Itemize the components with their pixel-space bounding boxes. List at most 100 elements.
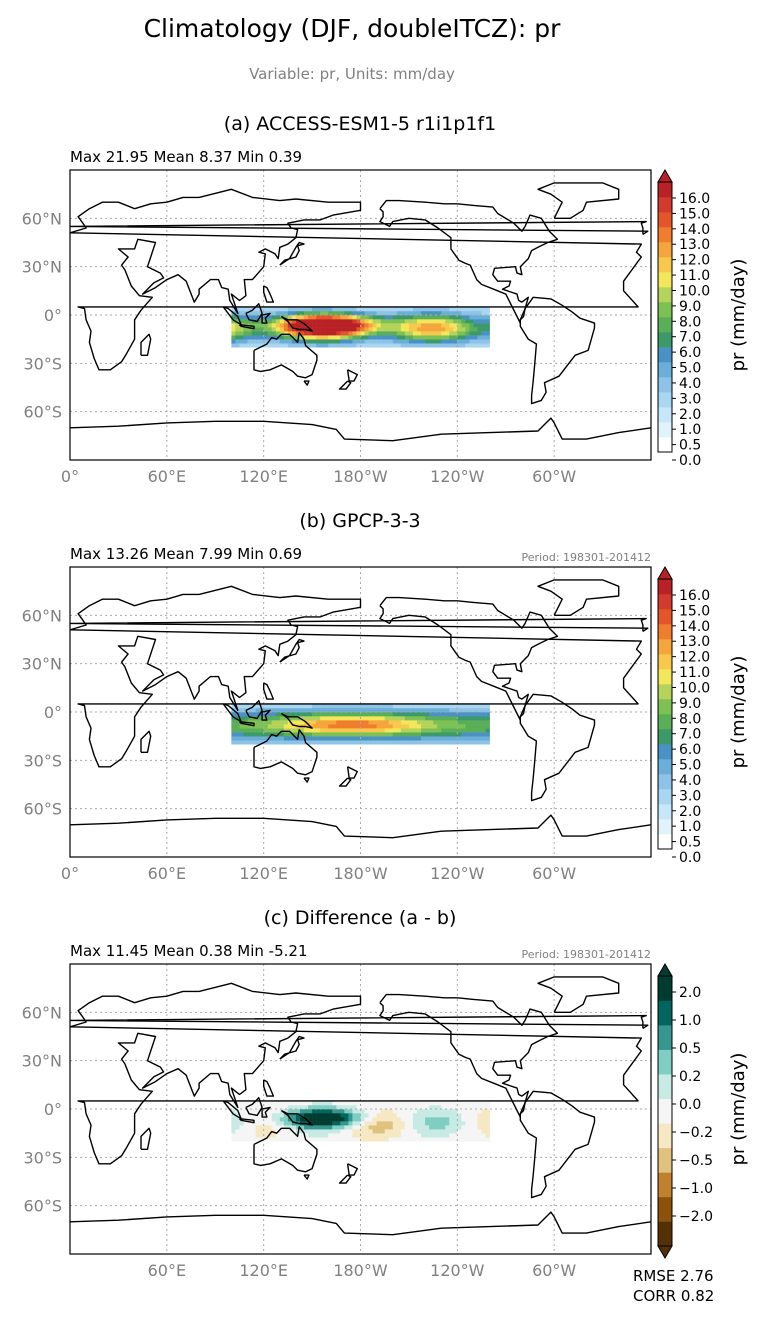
field-cell [340, 1104, 345, 1110]
field-cell [360, 736, 365, 741]
field-cell [485, 310, 490, 316]
field-cell [388, 736, 394, 741]
field-cell [449, 1100, 454, 1106]
y-tick-label: 60°N [22, 606, 62, 625]
field-cell [473, 335, 478, 340]
field-cell [457, 720, 462, 725]
field-cell [312, 707, 317, 713]
field-cell [449, 703, 454, 709]
field-cell [247, 331, 252, 336]
field-cell [320, 1137, 325, 1142]
field-cell [308, 703, 313, 709]
field-cell [412, 740, 418, 745]
field-cell [251, 335, 256, 340]
field-cell [380, 1113, 385, 1118]
field-cell [340, 720, 345, 725]
field-cell [348, 1100, 353, 1106]
field-cell [332, 720, 337, 725]
field-cell [340, 724, 345, 729]
field-cell [380, 740, 385, 745]
field-cell [453, 1113, 458, 1118]
field-cell [263, 323, 268, 328]
field-cell [485, 319, 490, 324]
field-cell [348, 703, 353, 709]
field-cell [271, 343, 277, 348]
field-cell [477, 306, 482, 312]
field-cell [267, 1117, 273, 1122]
field-cell [328, 339, 333, 344]
field-cell [481, 732, 486, 737]
coastline [303, 777, 310, 783]
field-cell [275, 707, 281, 713]
field-cell [429, 1104, 434, 1110]
field-cell [384, 315, 390, 320]
field-cell [368, 1137, 373, 1142]
field-cell [271, 728, 277, 733]
field-cell [231, 331, 236, 336]
field-cell [291, 712, 297, 717]
coastline [140, 333, 152, 356]
coastline [245, 303, 263, 323]
coastline [263, 1079, 275, 1097]
field-cell [392, 327, 398, 332]
field-cell [469, 335, 474, 340]
field-cell [324, 339, 329, 344]
field-cell [336, 1121, 341, 1126]
field-cell [348, 716, 353, 721]
field-cell [384, 1129, 390, 1134]
field-cell [412, 1100, 418, 1106]
field-cell [457, 707, 462, 713]
field-cell [437, 1137, 442, 1142]
field-cell [465, 732, 470, 737]
field-cell [267, 339, 273, 344]
field-cell [251, 1104, 256, 1110]
x-tick-label: 0° [61, 864, 79, 883]
field-cell [372, 306, 377, 312]
field-cell [360, 1104, 365, 1110]
field-cell [312, 331, 317, 336]
field-cell [396, 724, 402, 729]
colorbar-segment [658, 639, 672, 655]
field-cell [412, 335, 418, 340]
field-cell [295, 1109, 301, 1114]
field-cell [235, 1100, 240, 1106]
field-cell [332, 1137, 337, 1142]
field-cell [360, 339, 365, 344]
field-cell [251, 339, 256, 344]
colorbar-tick-label: 10.0 [679, 283, 710, 299]
field-cell [340, 716, 345, 721]
field-cell [271, 1113, 277, 1118]
x-tick-label: 180°W [333, 864, 388, 883]
field-cell [243, 331, 248, 336]
coastline [519, 296, 596, 405]
field-cell [416, 323, 422, 328]
field-cell [263, 327, 268, 332]
field-cell [255, 1129, 260, 1134]
field-cell [445, 335, 450, 340]
field-cell [372, 319, 377, 324]
field-cell [469, 1104, 474, 1110]
field-cell [437, 1133, 442, 1138]
colorbar-segment [658, 579, 672, 595]
field-cell [287, 728, 293, 733]
field-cell [247, 1100, 252, 1106]
field-cell [421, 1104, 426, 1110]
field-cell [388, 331, 394, 336]
field-cell [308, 1117, 313, 1122]
field-cell [485, 707, 490, 713]
field-cell [283, 1129, 289, 1134]
field-cell [255, 707, 260, 713]
field-cell [239, 703, 244, 709]
field-cell [267, 1100, 273, 1106]
field-cell [433, 1129, 438, 1134]
field-cell [247, 1104, 252, 1110]
field-cell [328, 1137, 333, 1142]
field-cell [251, 1117, 256, 1122]
field-cell [291, 728, 297, 733]
field-cell [481, 716, 486, 721]
field-cell [259, 736, 264, 741]
field-cell [473, 1113, 478, 1118]
field-cell [368, 732, 373, 737]
field-cell [421, 1133, 426, 1138]
